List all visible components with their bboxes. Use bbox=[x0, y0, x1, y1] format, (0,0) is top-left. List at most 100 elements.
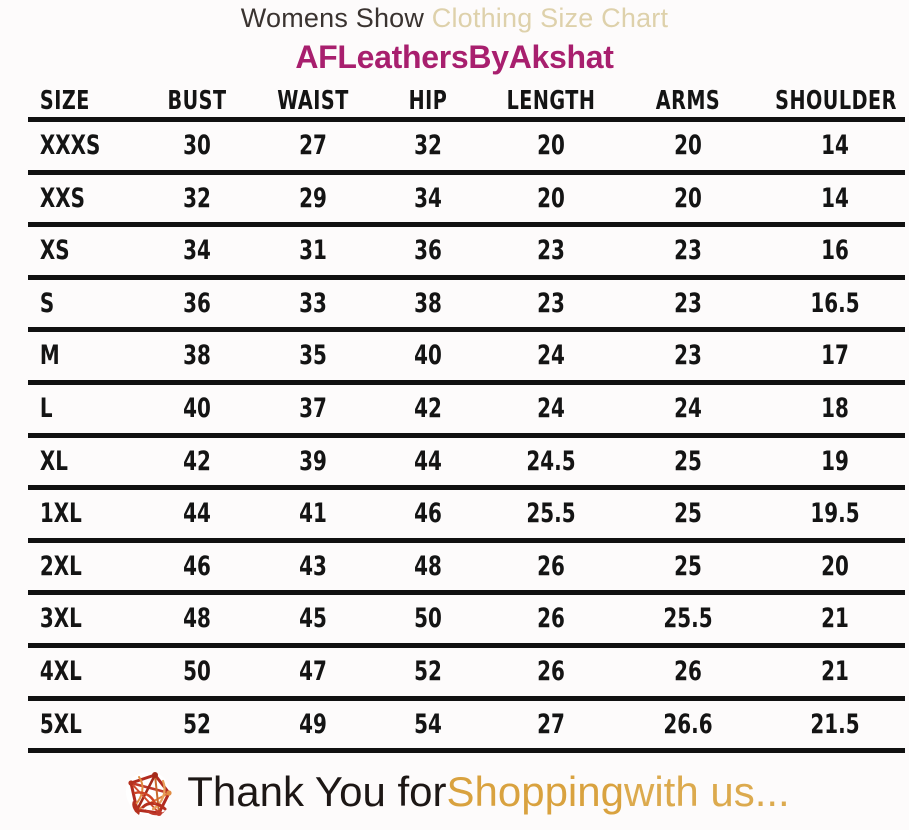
cell-hip: 50 bbox=[414, 603, 442, 635]
cell-shoulder: 17 bbox=[821, 340, 849, 372]
row-rule bbox=[28, 642, 905, 648]
cell-arms: 25 bbox=[674, 550, 702, 582]
cell-bust: 40 bbox=[183, 392, 211, 424]
cell-size: 3XL bbox=[39, 603, 82, 635]
cell-length: 26 bbox=[537, 655, 565, 687]
cell-waist: 45 bbox=[299, 603, 327, 635]
cell-size: 2XL bbox=[39, 550, 82, 582]
cell-arms: 25 bbox=[674, 498, 702, 530]
row-rule bbox=[28, 432, 905, 438]
table-row: 5XL 52 49 54 27 26.6 21.5 bbox=[0, 701, 909, 754]
cell-arms: 20 bbox=[674, 130, 702, 161]
footer: Thank You for Shopping with us... bbox=[0, 758, 909, 826]
cell-hip: 32 bbox=[414, 130, 442, 161]
brand-name-row: AFLeathersByAkshat bbox=[0, 37, 909, 77]
cell-arms: 23 bbox=[674, 340, 702, 372]
cell-size: XXXS bbox=[39, 130, 101, 161]
cell-size: 1XL bbox=[39, 498, 82, 530]
footer-shopping-text: Shopping bbox=[446, 768, 624, 815]
row-rule bbox=[28, 485, 905, 491]
cell-arms: 23 bbox=[674, 235, 702, 267]
cell-waist: 27 bbox=[299, 130, 327, 161]
cell-bust: 30 bbox=[183, 130, 211, 161]
row-rule bbox=[28, 169, 905, 175]
cell-length: 26 bbox=[537, 550, 565, 582]
cell-waist: 29 bbox=[299, 182, 327, 214]
cell-waist: 35 bbox=[299, 340, 327, 372]
row-rule bbox=[28, 327, 905, 333]
footer-withus-text: with us... bbox=[623, 768, 790, 815]
cell-bust: 46 bbox=[183, 550, 211, 582]
cell-shoulder: 21 bbox=[821, 603, 849, 635]
row-rule bbox=[28, 695, 905, 701]
cell-shoulder: 19.5 bbox=[810, 498, 860, 530]
table-row: S 36 33 38 23 23 16.5 bbox=[0, 280, 909, 333]
cell-length: 25.5 bbox=[526, 498, 576, 530]
column-header-size: SIZE bbox=[39, 86, 90, 116]
cell-arms: 26 bbox=[674, 655, 702, 687]
cell-hip: 52 bbox=[414, 655, 442, 687]
table-header-row: SIZE BUST WAIST HIP LENGTH ARMS SHOULDER bbox=[0, 86, 909, 122]
row-rule bbox=[28, 537, 905, 543]
cell-length: 20 bbox=[537, 130, 565, 161]
cell-shoulder: 20 bbox=[821, 550, 849, 582]
cell-waist: 33 bbox=[299, 287, 327, 319]
row-rule bbox=[28, 222, 905, 228]
cell-size: XS bbox=[39, 235, 70, 267]
chart-title-primary: Womens Show bbox=[240, 3, 425, 33]
cell-size: 5XL bbox=[39, 708, 82, 740]
cell-hip: 44 bbox=[414, 445, 442, 477]
column-header-arms: ARMS bbox=[655, 86, 721, 116]
cell-hip: 48 bbox=[414, 550, 442, 582]
cell-size: L bbox=[39, 392, 53, 424]
column-header-bust: BUST bbox=[167, 86, 227, 116]
cell-waist: 39 bbox=[299, 445, 327, 477]
cell-length: 24.5 bbox=[526, 445, 576, 477]
cell-length: 27 bbox=[537, 708, 565, 740]
cell-shoulder: 14 bbox=[821, 130, 849, 161]
cell-bust: 36 bbox=[183, 287, 211, 319]
chart-title-secondary: Clothing Size Chart bbox=[431, 3, 669, 33]
cell-length: 26 bbox=[537, 603, 565, 635]
cell-waist: 47 bbox=[299, 655, 327, 687]
cell-hip: 54 bbox=[414, 708, 442, 740]
cell-arms: 26.6 bbox=[663, 708, 713, 740]
cell-size: S bbox=[39, 287, 55, 319]
cell-length: 24 bbox=[537, 340, 565, 372]
size-table: SIZE BUST WAIST HIP LENGTH ARMS SHOULDER… bbox=[0, 86, 909, 754]
cell-hip: 46 bbox=[414, 498, 442, 530]
table-row: XXS 32 29 34 20 20 14 bbox=[0, 175, 909, 228]
row-rule bbox=[28, 590, 905, 596]
cell-waist: 49 bbox=[299, 708, 327, 740]
cell-arms: 25 bbox=[674, 445, 702, 477]
cell-shoulder: 21.5 bbox=[810, 708, 860, 740]
table-row: 3XL 48 45 50 26 25.5 21 bbox=[0, 595, 909, 648]
table-row: L 40 37 42 24 24 18 bbox=[0, 385, 909, 438]
row-rule bbox=[28, 379, 905, 385]
table-row: 4XL 50 47 52 26 26 21 bbox=[0, 648, 909, 701]
cell-shoulder: 19 bbox=[821, 445, 849, 477]
column-header-length: LENGTH bbox=[506, 86, 596, 116]
cell-hip: 40 bbox=[414, 340, 442, 372]
footer-thanks-text: Thank You for bbox=[187, 768, 447, 815]
table-row: 2XL 46 43 48 26 25 20 bbox=[0, 543, 909, 596]
table-row: XS 34 31 36 23 23 16 bbox=[0, 227, 909, 280]
column-header-shoulder: SHOULDER bbox=[775, 86, 897, 116]
cell-bust: 34 bbox=[183, 235, 211, 267]
row-rule bbox=[28, 748, 905, 754]
cell-bust: 44 bbox=[183, 498, 211, 530]
cell-waist: 43 bbox=[299, 550, 327, 582]
cell-hip: 38 bbox=[414, 287, 442, 319]
cell-shoulder: 21 bbox=[821, 655, 849, 687]
cell-length: 20 bbox=[537, 182, 565, 214]
cell-waist: 31 bbox=[299, 235, 327, 267]
cell-shoulder: 16.5 bbox=[810, 287, 860, 319]
cell-arms: 20 bbox=[674, 182, 702, 214]
cell-shoulder: 18 bbox=[821, 392, 849, 424]
cell-bust: 42 bbox=[183, 445, 211, 477]
cell-waist: 37 bbox=[299, 392, 327, 424]
cell-hip: 42 bbox=[414, 392, 442, 424]
cell-length: 23 bbox=[537, 287, 565, 319]
column-header-waist: WAIST bbox=[277, 86, 349, 116]
